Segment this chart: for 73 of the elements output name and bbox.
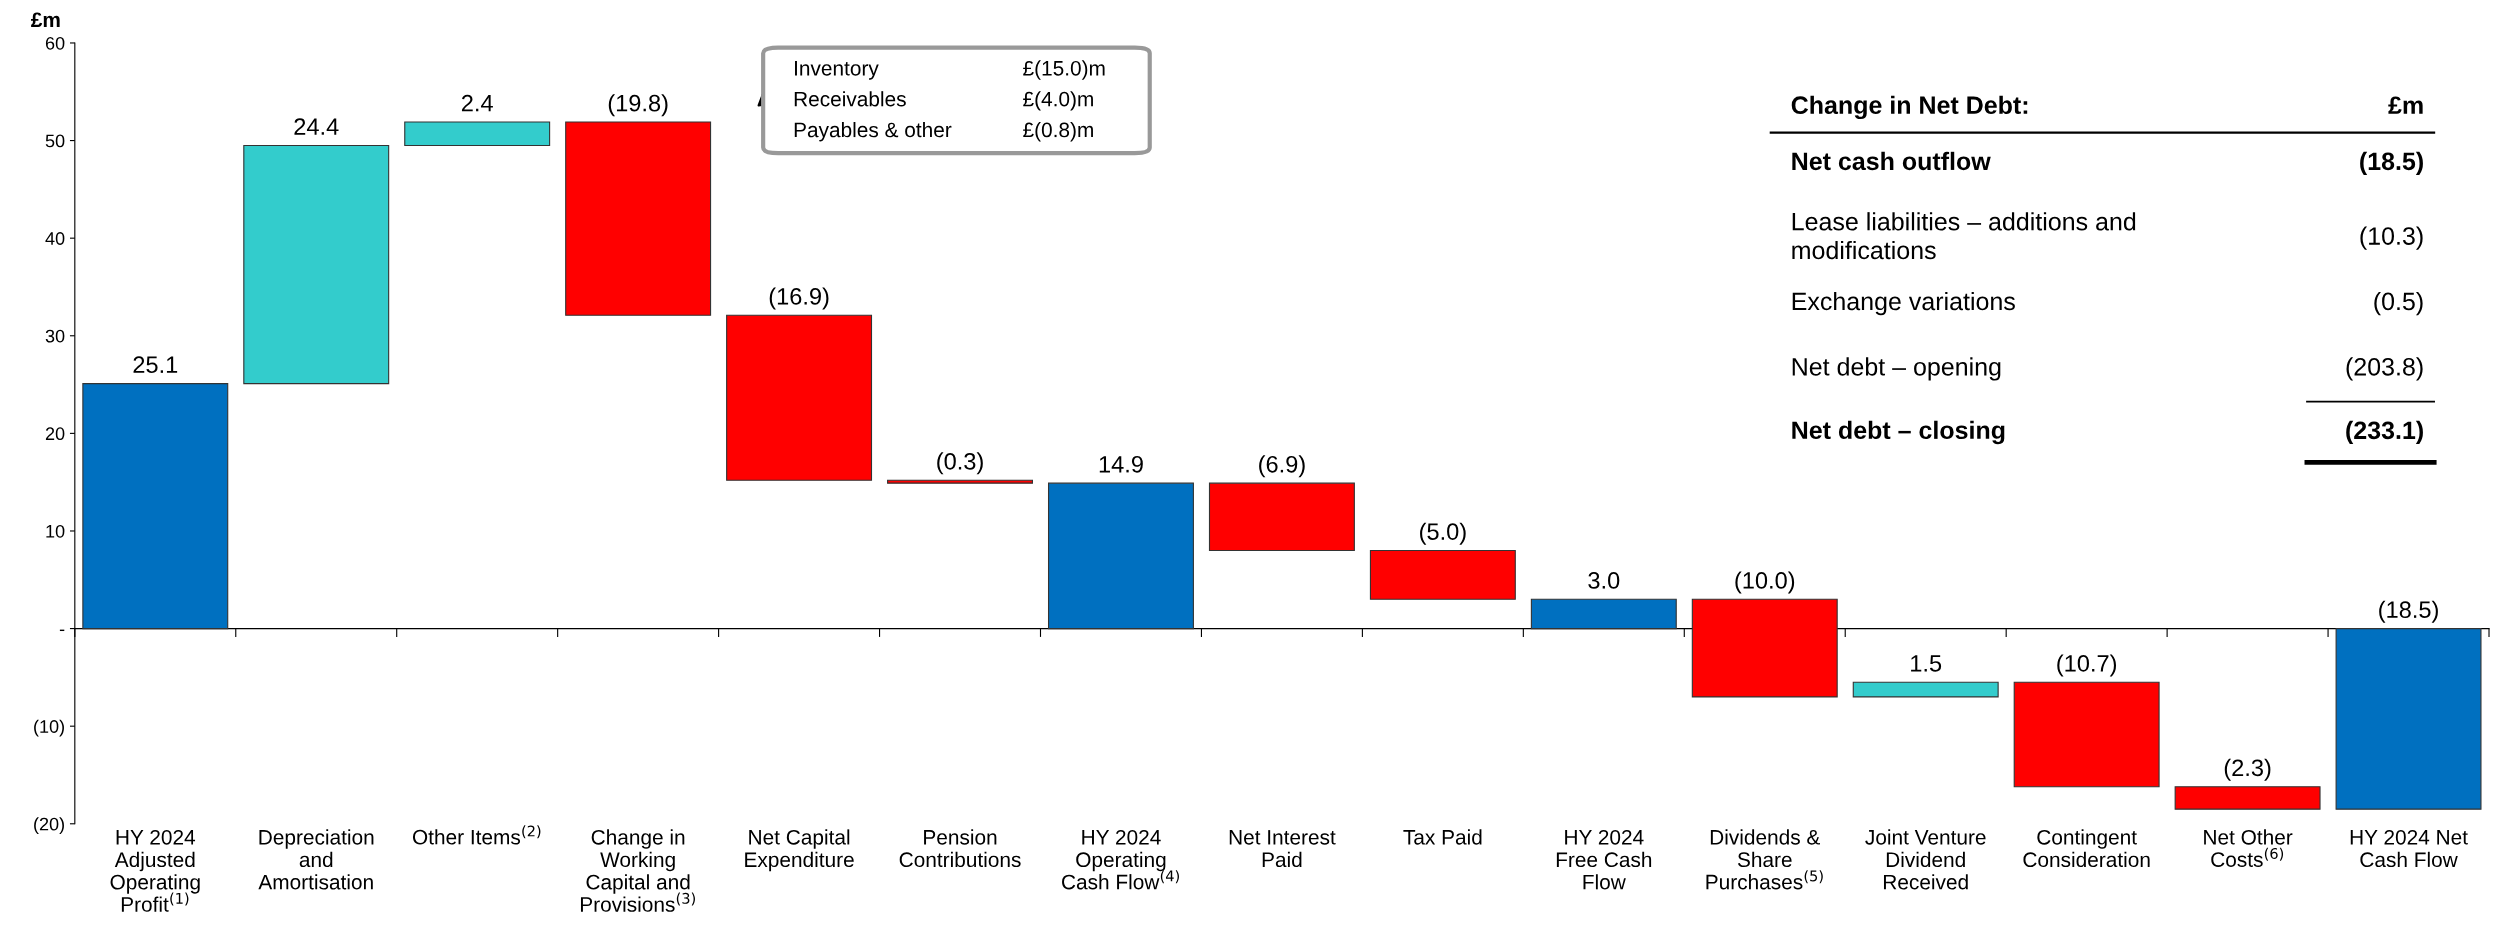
y-tick-label: 20 (45, 427, 65, 441)
x-tick-label: Tax Paid (1403, 829, 1482, 845)
x-tick-label: Net Capital Expenditure (745, 829, 854, 872)
annotation: £m (2388, 96, 2423, 114)
x-tick-label: Contingent Consideration (2023, 829, 2150, 868)
data-label: 14.9 (1099, 455, 1143, 473)
bar (1369, 549, 1516, 600)
annotation: (18.5) (2360, 151, 2423, 176)
data-label: 3.0 (1588, 572, 1620, 589)
bar (1047, 482, 1194, 630)
bar (887, 479, 1034, 484)
annotation: £(15.0)m (1023, 60, 1105, 80)
x-tick-label: Other Items$^{(2)}$ (412, 825, 541, 845)
data-label: (16.9) (769, 287, 829, 310)
data-label: (6.9) (1259, 455, 1305, 478)
y-tick-label: 30 (45, 329, 65, 343)
annotation: Payables & other (794, 121, 952, 142)
data-label: 1.5 (1911, 655, 1942, 672)
x-tick-label: Depreciation and Amortisation (258, 829, 374, 890)
bar (726, 314, 873, 481)
x-tick-label: Change in Working Capital and Provisions$^{(3)}$ (580, 829, 695, 912)
annotation: Net debt – closing (1792, 420, 2005, 445)
bar (404, 121, 551, 147)
y-axis-title: £m (31, 12, 60, 27)
x-tick-label: HY 2024 Adjusted Operating Profit$^{(1)}$ (110, 829, 200, 912)
annotation: (203.8) (2346, 357, 2423, 381)
bar (1852, 681, 1999, 698)
annotation: Inventory (795, 61, 879, 80)
annotation: (10.3) (2360, 226, 2423, 250)
annotation: Net cash outflow (1792, 151, 1991, 171)
x-tick-label: Dividends & Share Purchases$^{(5)}$ (1706, 829, 1823, 890)
data-label: 2.4 (461, 94, 493, 112)
data-label: 24.4 (294, 118, 339, 135)
annotation: (233.1) (2346, 420, 2423, 445)
data-label: (2.3) (2224, 758, 2271, 781)
data-label: (18.5) (2379, 600, 2438, 623)
annotation: £(0.8)m (1023, 121, 1093, 142)
y-tick-label: (10) (34, 719, 64, 737)
x-tick-label: Net Other Costs$^{(6)}$ (2204, 829, 2293, 867)
data-label: (10.0) (1735, 571, 1795, 594)
annotation: Change in Net Debt: (1791, 95, 2028, 120)
data-label: (0.3) (937, 452, 983, 475)
bar (2013, 681, 2160, 788)
y-tick-label: 40 (45, 232, 65, 245)
y-tick-label: 10 (46, 524, 65, 538)
bar (1208, 482, 1355, 552)
x-tick-label: HY 2024 Net Cash Flow (2350, 829, 2468, 868)
bar (1530, 598, 1677, 630)
annotation: (0.5) (2374, 291, 2423, 316)
data-label: 25.1 (133, 356, 178, 374)
data-label: (10.7) (2057, 654, 2117, 677)
bar (565, 121, 712, 316)
bar (2174, 786, 2321, 810)
y-tick-label: - (59, 629, 65, 632)
annotation: Exchange variations (1792, 291, 2015, 316)
x-tick-label: Joint Venture Dividend Received (1865, 829, 1986, 890)
annotation: Net debt – opening (1792, 357, 2001, 381)
x-tick-label: HY 2024 Free Cash Flow (1556, 829, 1652, 890)
x-tick-label: Net Interest Paid (1229, 830, 1336, 868)
bar (2335, 628, 2482, 810)
data-label: (19.8) (608, 94, 668, 117)
x-tick-label: HY 2024 Operating Cash Flow$^{(4)}$ (1062, 829, 1179, 890)
annotation: Lease liabilities – additions and modifications (1792, 212, 2136, 260)
y-tick-label: 50 (45, 134, 65, 148)
y-tick-label: 60 (45, 36, 65, 50)
bar (243, 144, 390, 385)
annotation: £(4.0)m (1023, 91, 1093, 111)
y-tick-label: (20) (34, 817, 64, 835)
x-tick-label: Pension Contributions (899, 829, 1021, 868)
data-label: (5.0) (1420, 522, 1466, 545)
annotation: Receivables (794, 91, 906, 107)
bar (82, 383, 229, 630)
bar (1691, 598, 1838, 698)
